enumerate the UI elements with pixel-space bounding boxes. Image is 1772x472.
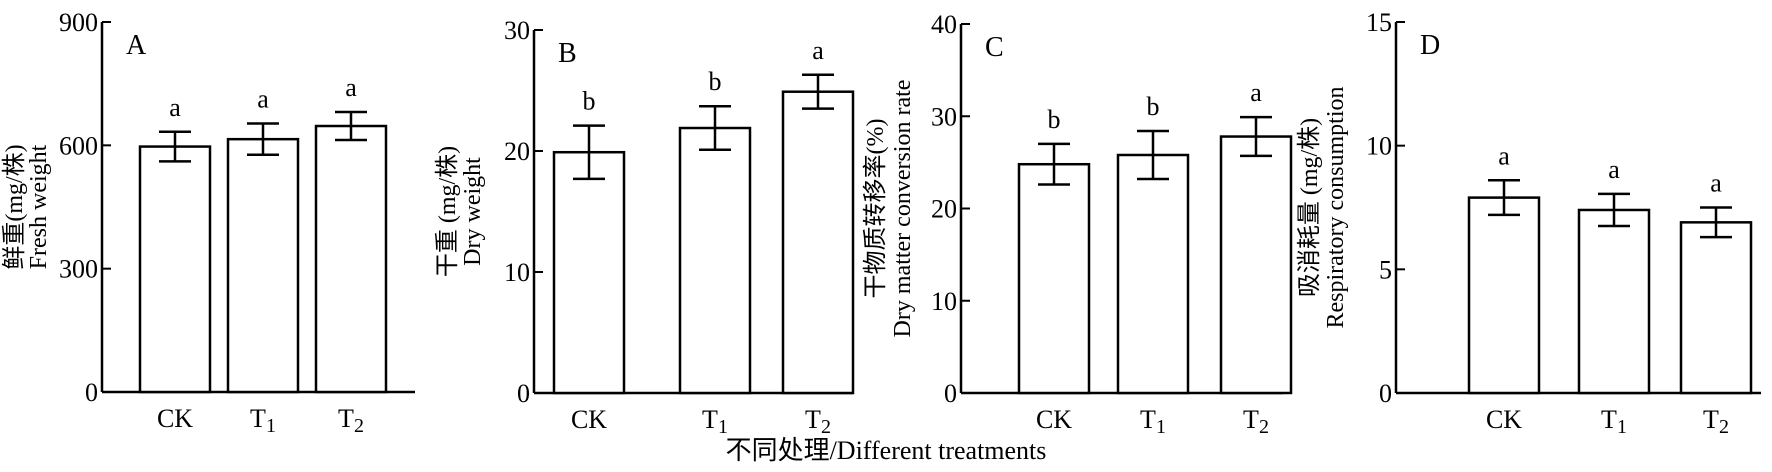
panel-label: B: [558, 38, 577, 69]
significance-letter: a: [345, 73, 357, 102]
significance-letter: b: [1147, 92, 1160, 121]
category-label: CK: [1486, 405, 1522, 434]
significance-letter: a: [1498, 141, 1510, 170]
y-axis-label-en: Fresh weight: [26, 144, 52, 269]
panel-label: C: [985, 32, 1004, 63]
significance-letter: b: [709, 67, 722, 96]
y-tick-label: 20: [504, 137, 530, 166]
y-axis-label-en: Respiratory consumption: [1323, 87, 1349, 329]
category-label: T2: [805, 405, 831, 438]
y-tick-label: 20: [931, 195, 957, 224]
category-label: T2: [1703, 405, 1729, 438]
y-tick-label: 0: [944, 379, 957, 408]
bar-t1: [678, 126, 752, 395]
y-tick-label: 30: [931, 102, 957, 131]
y-tick-label: 600: [59, 131, 98, 160]
panel-label: D: [1420, 30, 1440, 61]
significance-letter: a: [1710, 169, 1722, 198]
significance-letter: a: [1608, 155, 1620, 184]
bar-t2: [1219, 135, 1293, 395]
category-label: T1: [702, 405, 728, 438]
y-tick-label: 0: [1379, 379, 1392, 408]
bar-ck: [552, 150, 626, 395]
bar-t1: [226, 137, 300, 394]
category-label: CK: [571, 405, 607, 434]
bar-t2: [1679, 221, 1753, 395]
y-tick-label: 10: [1366, 132, 1392, 161]
chart-panel-c: 0 10 20 30 40 Cb CK b T1 a T2 干物质转移率(%) Dry matter c…: [862, 10, 1293, 438]
category-label: CK: [157, 404, 193, 433]
significance-letter: a: [257, 85, 269, 114]
category-label: CK: [1036, 405, 1072, 434]
y-axis-label-en: Dry weight: [460, 157, 486, 266]
y-axis-label-cn: 吸消耗量 (mg/株): [1296, 118, 1323, 297]
y-tick-label: 15: [1366, 8, 1392, 37]
significance-letter: a: [1250, 78, 1262, 107]
y-tick-label: 10: [504, 258, 530, 287]
panel-label: A: [126, 30, 147, 61]
category-label: T1: [250, 404, 276, 437]
category-label: T2: [1243, 405, 1269, 438]
chart-panel-b: 0 10 20 30 Bb CK b T1 a T2 干重 (mg/株) Dry weight: [434, 16, 855, 438]
y-tick-label: 40: [931, 10, 957, 39]
bar-t2: [781, 90, 855, 395]
y-tick-label: 300: [59, 255, 98, 284]
bar-ck: [138, 145, 212, 394]
significance-letter: b: [1048, 105, 1061, 134]
y-tick-label: 30: [504, 16, 530, 45]
y-tick-label: 5: [1379, 255, 1392, 284]
y-tick-label: 0: [85, 378, 98, 407]
y-tick-label: 0: [517, 379, 530, 408]
bar-t1: [1577, 208, 1651, 395]
significance-letter: a: [812, 36, 824, 65]
bar-ck: [1467, 196, 1541, 395]
bar-ck: [1017, 162, 1091, 395]
chart-panel-d: 0 5 10 15 Da CK a T1 a T2 吸消耗量 (mg/株) Respiratory c…: [1296, 8, 1761, 438]
y-tick-label: 900: [59, 8, 98, 37]
bar-t2: [314, 124, 388, 394]
category-label: T1: [1140, 405, 1166, 438]
common-x-axis-label: 不同处理/Different treatments: [725, 436, 1047, 465]
significance-letter: a: [169, 93, 181, 122]
y-axis-label-cn: 干重 (mg/株): [434, 146, 461, 277]
y-axis-label-en: Dry matter conversion rate: [890, 80, 916, 338]
significance-letter: b: [583, 87, 596, 116]
category-label: T2: [338, 404, 364, 437]
bar-t1: [1116, 153, 1190, 395]
y-tick-label: 10: [931, 287, 957, 316]
category-label: T1: [1601, 405, 1627, 438]
chart-panel-a: 0 300 600 900 Aa CK a T1 a T2 鲜重(mg/株)Fresh weight: [1, 8, 415, 437]
y-axis-label-cn: 干物质转移率(%): [862, 119, 889, 299]
y-axis-label-cn: 鲜重(mg/株): [1, 144, 28, 269]
